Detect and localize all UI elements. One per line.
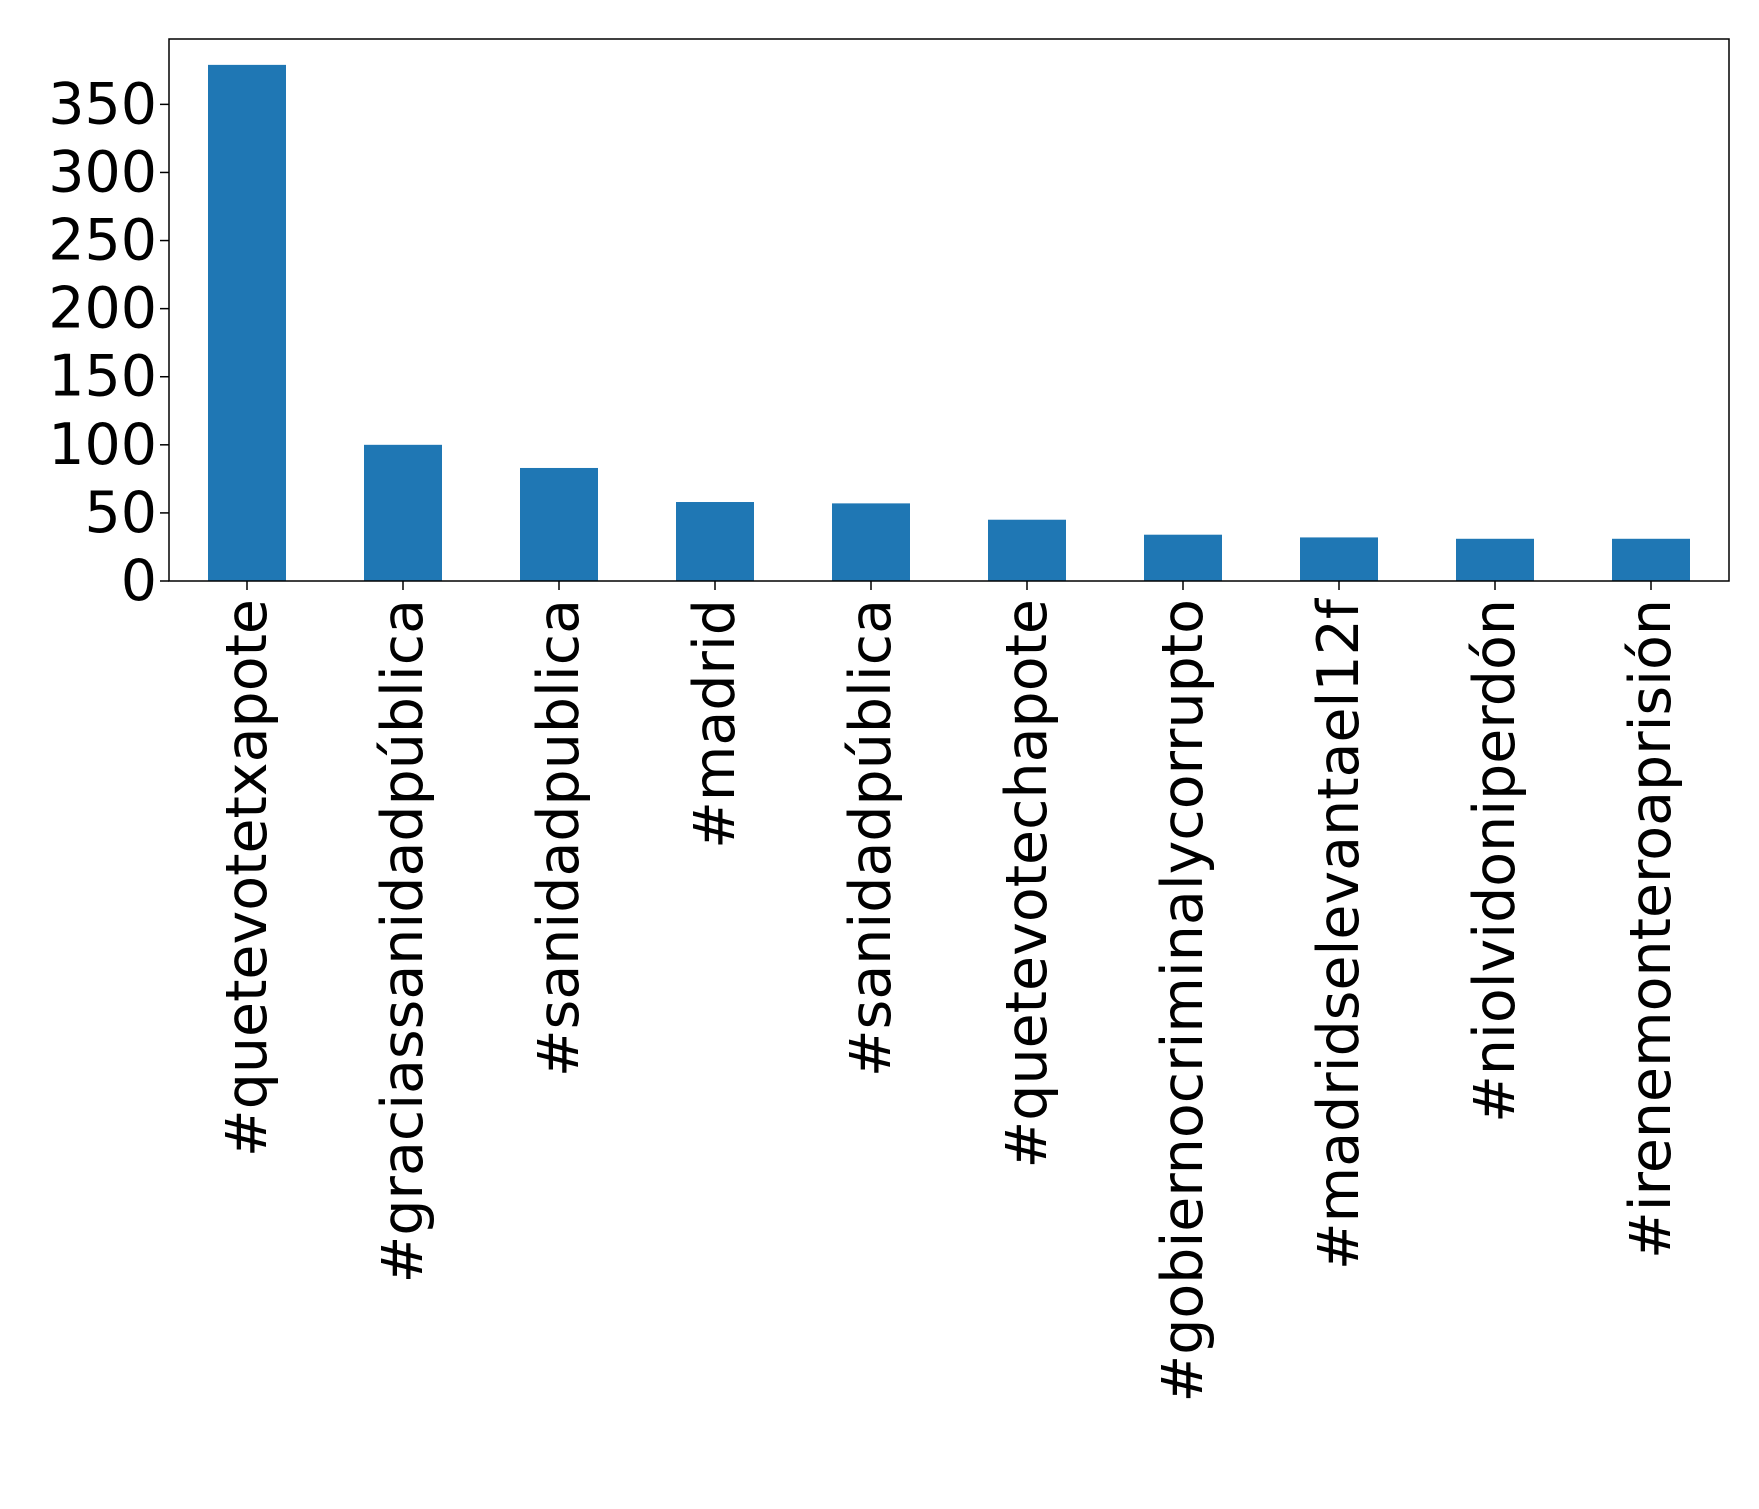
- bar-6: [1144, 534, 1222, 581]
- bar-9: [1612, 538, 1690, 581]
- y-tick-label-2: 100: [48, 412, 157, 478]
- y-tick-label-4: 200: [48, 276, 157, 342]
- y-tick-label-6: 300: [48, 139, 157, 205]
- bar-1: [364, 444, 442, 581]
- bar-5: [988, 519, 1066, 581]
- x-tick-label-5: #quetevotechapote: [994, 599, 1060, 1168]
- x-axis-ticks: #quetevotetxapote #graciassanidadpública #…: [214, 581, 1684, 1403]
- bars-group: [208, 64, 1690, 581]
- bar-8: [1456, 538, 1534, 581]
- bar-4: [832, 503, 910, 581]
- y-tick-label-7: 350: [48, 71, 157, 137]
- plot-frame: [168, 38, 1730, 582]
- x-tick-label-7: #madridselevantael12f: [1306, 597, 1372, 1270]
- y-tick-label-1: 50: [84, 480, 157, 546]
- bar-3: [676, 502, 754, 581]
- x-tick-label-6: #gobiernocriminalycorrupto: [1150, 599, 1216, 1403]
- x-tick-label-3: #madrid: [682, 599, 748, 849]
- y-tick-label-5: 250: [48, 208, 157, 274]
- y-tick-label-0: 0: [121, 548, 157, 614]
- bar-2: [520, 467, 598, 581]
- bar-0: [208, 64, 286, 581]
- x-tick-label-8: #niolvidoniperdón: [1462, 599, 1528, 1123]
- x-tick-label-9: #irenemonteroaprisión: [1618, 599, 1684, 1259]
- y-tick-label-3: 150: [48, 344, 157, 410]
- x-tick-label-0: #quetevotetxapote: [214, 599, 280, 1157]
- x-tick-label-1: #graciassanidadpública: [370, 599, 436, 1283]
- x-tick-label-2: #sanidadpublica: [526, 599, 592, 1077]
- x-tick-label-4: #sanidadpública: [838, 599, 904, 1077]
- bar-7: [1300, 537, 1378, 581]
